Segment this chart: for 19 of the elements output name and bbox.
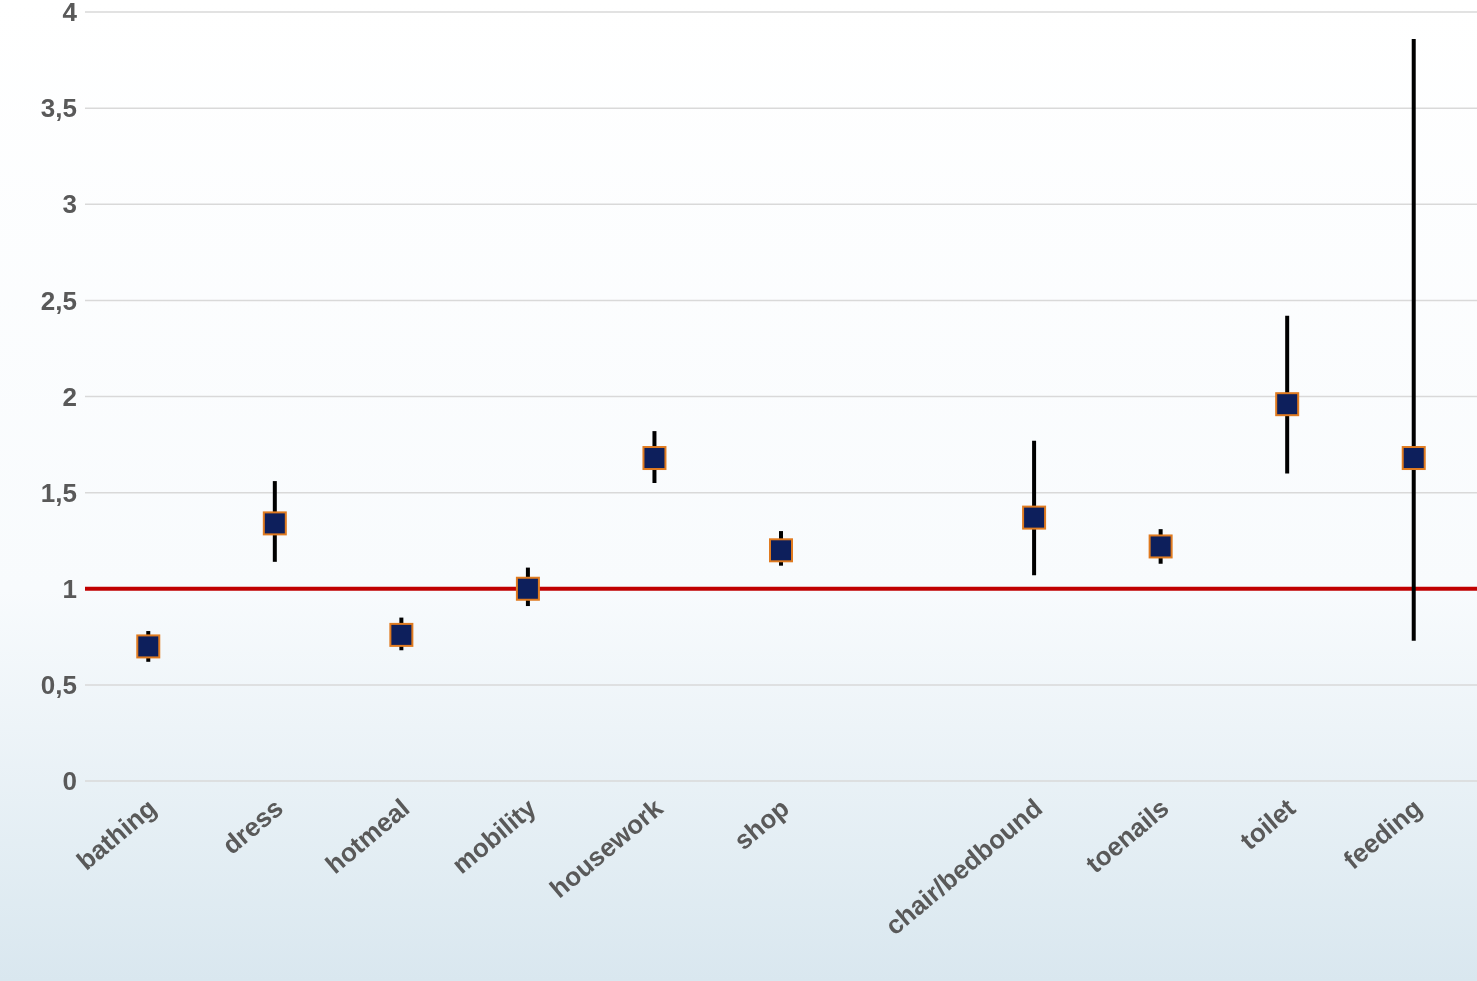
y-tick-label: 0 <box>62 766 77 797</box>
point <box>1022 505 1047 530</box>
y-tick-label: 1 <box>62 573 77 604</box>
y-tick-label: 1,5 <box>40 477 77 508</box>
point <box>389 622 414 647</box>
y-tick-label: 2 <box>62 381 77 412</box>
point <box>1275 392 1300 417</box>
y-tick-label: 3 <box>62 189 77 220</box>
point <box>1148 534 1173 559</box>
point <box>136 634 161 659</box>
point <box>262 511 287 536</box>
y-tick-label: 3,5 <box>40 93 77 124</box>
y-tick-label: 2,5 <box>40 285 77 316</box>
y-tick-label: 4 <box>62 0 78 28</box>
y-tick-label: 0,5 <box>40 670 77 701</box>
point <box>515 576 540 601</box>
point <box>642 446 667 471</box>
point <box>769 538 793 563</box>
point <box>1401 446 1426 471</box>
